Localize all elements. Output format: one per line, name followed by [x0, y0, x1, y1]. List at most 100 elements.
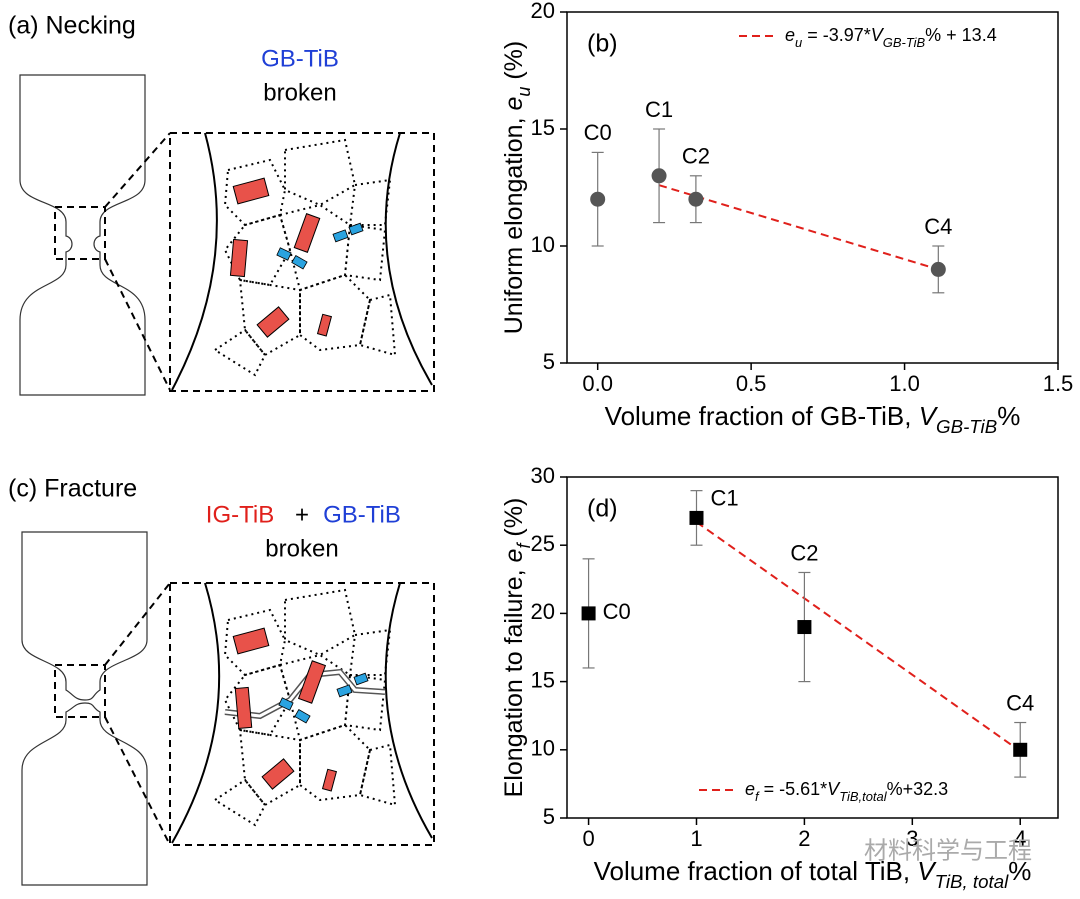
text-part: TiB, total [935, 871, 1009, 892]
text-part: GB-TiB [883, 35, 926, 50]
panel-title: (c) Fracture [8, 475, 137, 503]
y-axis-label: Elongation to failure, ef (%) [500, 498, 534, 798]
point [1013, 742, 1028, 757]
y-tick-label: 30 [531, 463, 555, 488]
y-tick-label: 15 [531, 115, 555, 140]
x-tick-label: 3 [906, 826, 918, 851]
point [797, 620, 812, 635]
text-part: e [500, 97, 528, 111]
plot-frame [566, 11, 1059, 364]
zoom-view [169, 132, 435, 392]
caption: + [295, 501, 309, 528]
text-part: u [514, 87, 534, 97]
point-label: C4 [924, 214, 952, 239]
x-axis-label: Volume fraction of total TiB, VTiB, tota… [594, 856, 1032, 893]
zoom-line [104, 258, 171, 391]
legend-label: ef = -5.61*VTiB,total%+32.3 [745, 779, 948, 804]
y-tick-label: 20 [531, 0, 555, 23]
panel-label: (d) [587, 495, 618, 523]
point-label: C1 [645, 97, 673, 122]
y-tick-label: 25 [531, 531, 555, 556]
y-tick-label: 20 [531, 599, 555, 624]
watermark: 材料科学与工程 [864, 837, 1032, 864]
caption: GB-TiB [323, 501, 401, 528]
specimen [19, 74, 146, 396]
x-tick-label: 4 [1014, 826, 1026, 851]
text-part: Elongation to failure, [500, 562, 528, 797]
point-label: C0 [584, 120, 612, 145]
x-tick-label: 0.5 [736, 371, 767, 396]
text-part: f [514, 542, 534, 549]
point [590, 191, 606, 207]
neck-edge [384, 132, 433, 386]
caption: broken [263, 79, 336, 106]
caption: GB-TiB [261, 45, 339, 72]
x-tick-label: 1.0 [889, 371, 920, 396]
fit-line [695, 521, 1021, 752]
plot-frame [566, 476, 1059, 819]
zoom-line [104, 582, 171, 666]
point [688, 191, 704, 207]
text-part: = -3.97* [802, 25, 871, 45]
point-label: C4 [1006, 690, 1034, 715]
neck-edge [384, 582, 433, 839]
text-part: Volume fraction of GB-TiB, [605, 401, 919, 431]
fit-line [658, 184, 939, 271]
panel-label: (b) [587, 30, 618, 58]
text-part: e [500, 549, 528, 563]
text-part: f [755, 789, 760, 804]
point [581, 606, 596, 621]
text-part: Uniform elongation, [500, 111, 528, 335]
point [651, 168, 667, 184]
y-tick-label: 15 [531, 667, 555, 692]
zoom-box [54, 664, 106, 718]
caption: IG-TiB [206, 501, 274, 528]
text-part: e [745, 779, 755, 799]
x-tick-label: 2 [798, 826, 810, 851]
text-part: GB-TiB [936, 416, 997, 437]
specimen [21, 531, 148, 886]
text-part: TiB,total [839, 789, 888, 804]
point [930, 261, 946, 277]
neck-edge [171, 132, 218, 391]
zoom-box [54, 206, 106, 260]
zoom-line [104, 716, 171, 846]
text-part: % [997, 401, 1020, 431]
y-tick-label: 10 [531, 736, 555, 761]
text-part: V [827, 779, 841, 799]
caption: broken [265, 535, 338, 562]
text-part: Volume fraction of total TiB, [594, 856, 918, 886]
text-part: (%) [500, 498, 528, 544]
y-tick-label: 5 [543, 349, 555, 374]
y-tick-label: 5 [543, 804, 555, 829]
text-part: V [917, 856, 937, 886]
text-part: % [1008, 856, 1031, 886]
text-part: %+32.3 [887, 779, 949, 799]
point-label: C0 [603, 599, 631, 624]
text-part: V [871, 25, 885, 45]
point-label: C2 [790, 540, 818, 565]
text-part: e [785, 25, 795, 45]
text-part: V [919, 401, 939, 431]
x-tick-label: 0.0 [582, 371, 613, 396]
text-part: (%) [500, 41, 528, 87]
point-label: C2 [682, 144, 710, 169]
text-part: u [795, 35, 802, 50]
schematic-c: (c) Fracture IG-TiB + GB-TiB broken [8, 475, 435, 886]
panel-title: (a) Necking [8, 12, 136, 40]
zoom-view [169, 582, 435, 846]
y-axis-label: Uniform elongation, eu (%) [500, 41, 534, 334]
x-axis-label: Volume fraction of GB-TiB, VGB-TiB% [605, 401, 1021, 438]
zoom-line [104, 132, 171, 208]
x-tick-label: 1.5 [1043, 371, 1074, 396]
point-label: C1 [710, 486, 738, 511]
text-part: % + 13.4 [925, 25, 997, 45]
text-part: = -5.61* [759, 779, 828, 799]
legend-label: eu = -3.97*VGB-TiB% + 13.4 [785, 25, 997, 50]
point [689, 510, 704, 525]
schematic-a: (a) Necking GB-TiB broken [8, 12, 435, 396]
x-tick-label: 1 [690, 826, 702, 851]
neck-edge [171, 582, 221, 844]
x-tick-label: 0 [582, 826, 594, 851]
